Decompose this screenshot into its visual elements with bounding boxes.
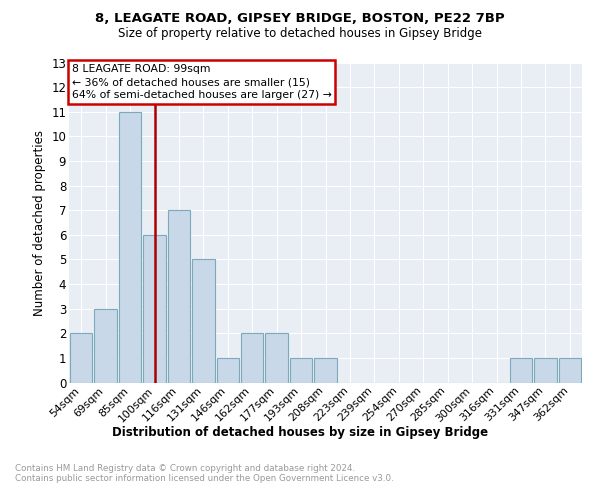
Bar [119, 112, 142, 382]
Text: Size of property relative to detached houses in Gipsey Bridge: Size of property relative to detached ho… [118, 28, 482, 40]
Bar [314, 358, 337, 382]
Bar [143, 235, 166, 382]
Text: 8, LEAGATE ROAD, GIPSEY BRIDGE, BOSTON, PE22 7BP: 8, LEAGATE ROAD, GIPSEY BRIDGE, BOSTON, … [95, 12, 505, 26]
Bar [192, 260, 215, 382]
Bar [94, 308, 117, 382]
Bar [559, 358, 581, 382]
Bar [290, 358, 313, 382]
Y-axis label: Number of detached properties: Number of detached properties [32, 130, 46, 316]
Bar [509, 358, 532, 382]
Bar [167, 210, 190, 382]
Bar [70, 334, 92, 382]
Bar [534, 358, 557, 382]
Bar [241, 334, 263, 382]
Text: 8 LEAGATE ROAD: 99sqm
← 36% of detached houses are smaller (15)
64% of semi-deta: 8 LEAGATE ROAD: 99sqm ← 36% of detached … [71, 64, 331, 100]
Text: Distribution of detached houses by size in Gipsey Bridge: Distribution of detached houses by size … [112, 426, 488, 439]
Text: Contains HM Land Registry data © Crown copyright and database right 2024.
Contai: Contains HM Land Registry data © Crown c… [15, 464, 394, 483]
Bar [217, 358, 239, 382]
Bar [265, 334, 288, 382]
